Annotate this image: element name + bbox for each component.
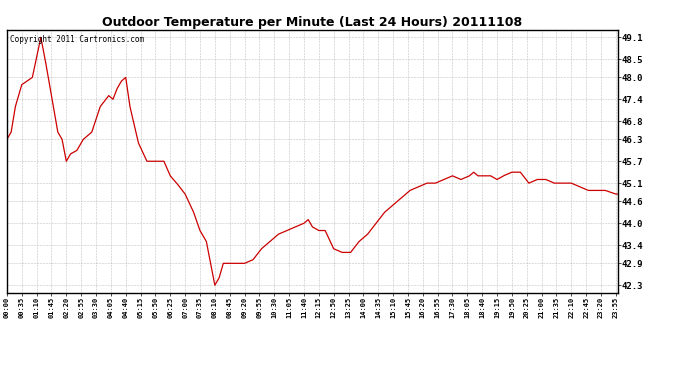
Text: Copyright 2011 Cartronics.com: Copyright 2011 Cartronics.com (10, 35, 144, 44)
Title: Outdoor Temperature per Minute (Last 24 Hours) 20111108: Outdoor Temperature per Minute (Last 24 … (102, 16, 522, 29)
